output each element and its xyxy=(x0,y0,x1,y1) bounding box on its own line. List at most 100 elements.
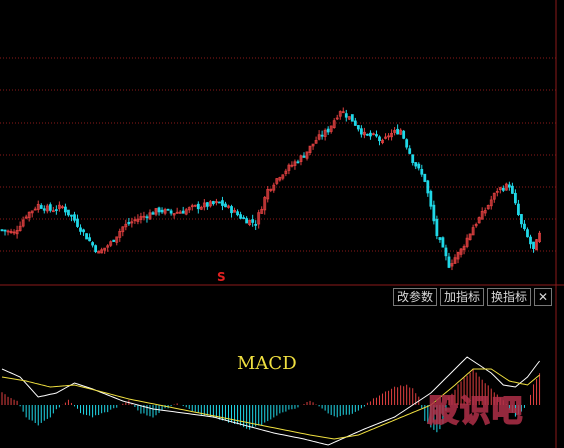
add-indicator-button[interactable]: 加指标 xyxy=(440,288,485,306)
candle-body xyxy=(275,178,279,184)
candle-body xyxy=(187,207,191,211)
switch-indicator-button[interactable]: 换指标 xyxy=(487,288,532,306)
candle-body xyxy=(112,239,116,242)
candle-body xyxy=(390,132,393,138)
candle-body xyxy=(230,206,233,214)
candle-body xyxy=(151,212,155,215)
candle-body xyxy=(221,200,224,206)
candle-body xyxy=(51,210,55,213)
candle-body xyxy=(293,161,297,166)
modify-params-button[interactable]: 改参数 xyxy=(393,288,438,306)
candle-body xyxy=(115,236,119,243)
candle-body xyxy=(411,154,415,163)
candle-body xyxy=(362,131,366,136)
candle-body xyxy=(169,210,173,214)
candle-body xyxy=(94,245,98,253)
candle-body xyxy=(260,208,264,214)
candle-body xyxy=(384,136,387,139)
dif-line xyxy=(1,356,540,446)
candle-body xyxy=(320,134,324,137)
candle-body xyxy=(396,128,400,135)
candle-body xyxy=(79,227,82,232)
candle-body xyxy=(305,151,309,159)
candle-body xyxy=(535,239,538,251)
candle-body xyxy=(489,199,493,207)
candle-body xyxy=(414,162,418,167)
candle-body xyxy=(444,247,448,257)
candle-body xyxy=(423,173,427,182)
candle-body xyxy=(474,223,478,227)
candle-body xyxy=(326,128,330,133)
candle-body xyxy=(33,208,37,211)
candle-body xyxy=(64,206,67,213)
candle-body xyxy=(27,211,31,219)
candle-body xyxy=(70,214,73,217)
candle-body xyxy=(520,214,523,225)
candle-body xyxy=(130,221,134,224)
candle-body xyxy=(227,205,230,208)
candle-body xyxy=(172,213,176,216)
candle-body xyxy=(447,256,451,268)
candle-body xyxy=(100,249,104,254)
candle-body xyxy=(145,216,149,219)
candle-body xyxy=(269,188,273,191)
candle-body xyxy=(459,248,463,255)
candle-body xyxy=(402,130,406,139)
candle-body xyxy=(88,237,91,242)
candle-body xyxy=(344,113,348,118)
candle-body xyxy=(248,219,252,226)
candle-body xyxy=(317,134,321,140)
candle-body xyxy=(378,136,381,142)
candle-body xyxy=(30,210,34,214)
candle-body xyxy=(329,125,333,132)
candle-body xyxy=(136,218,140,222)
candle-body xyxy=(498,187,502,191)
candle-body xyxy=(529,236,532,245)
macd-lines xyxy=(1,356,540,446)
candle-body xyxy=(6,230,10,233)
candle-body xyxy=(495,190,499,193)
candle-body xyxy=(514,192,517,204)
candle-body xyxy=(350,114,354,122)
candle-body xyxy=(127,222,131,225)
candle-body xyxy=(266,189,270,200)
candle-body xyxy=(372,133,375,136)
candle-body xyxy=(160,209,164,213)
candle-body xyxy=(57,204,61,209)
candle-body xyxy=(202,202,206,208)
candle-body xyxy=(21,219,25,227)
candlestick-series xyxy=(0,107,541,271)
candle-body xyxy=(36,203,40,210)
candle-body xyxy=(181,210,185,214)
candle-body xyxy=(465,237,469,247)
candle-body xyxy=(308,145,312,153)
candle-body xyxy=(523,223,526,230)
candle-body xyxy=(73,214,76,221)
candle-body xyxy=(332,120,336,128)
candle-body xyxy=(157,207,161,213)
candle-body xyxy=(299,155,303,162)
candle-body xyxy=(341,111,345,114)
candle-body xyxy=(254,223,258,226)
candle-body xyxy=(42,208,46,211)
candle-body xyxy=(54,209,58,211)
candle-body xyxy=(196,203,200,210)
candle-body xyxy=(393,130,397,133)
candle-body xyxy=(61,206,64,209)
candle-body xyxy=(311,143,315,147)
macd-histogram xyxy=(1,369,541,433)
candle-body xyxy=(492,192,496,200)
candle-body xyxy=(233,209,236,213)
candle-body xyxy=(224,203,227,208)
candle-body xyxy=(184,209,188,215)
candle-body xyxy=(284,170,288,174)
close-icon[interactable]: ✕ xyxy=(534,288,553,306)
candle-body xyxy=(471,227,475,236)
candle-body xyxy=(526,229,529,238)
candle-body xyxy=(175,211,179,214)
candle-body xyxy=(387,135,390,138)
candle-body xyxy=(432,204,436,222)
candle-body xyxy=(353,120,357,126)
candle-body xyxy=(142,215,146,218)
